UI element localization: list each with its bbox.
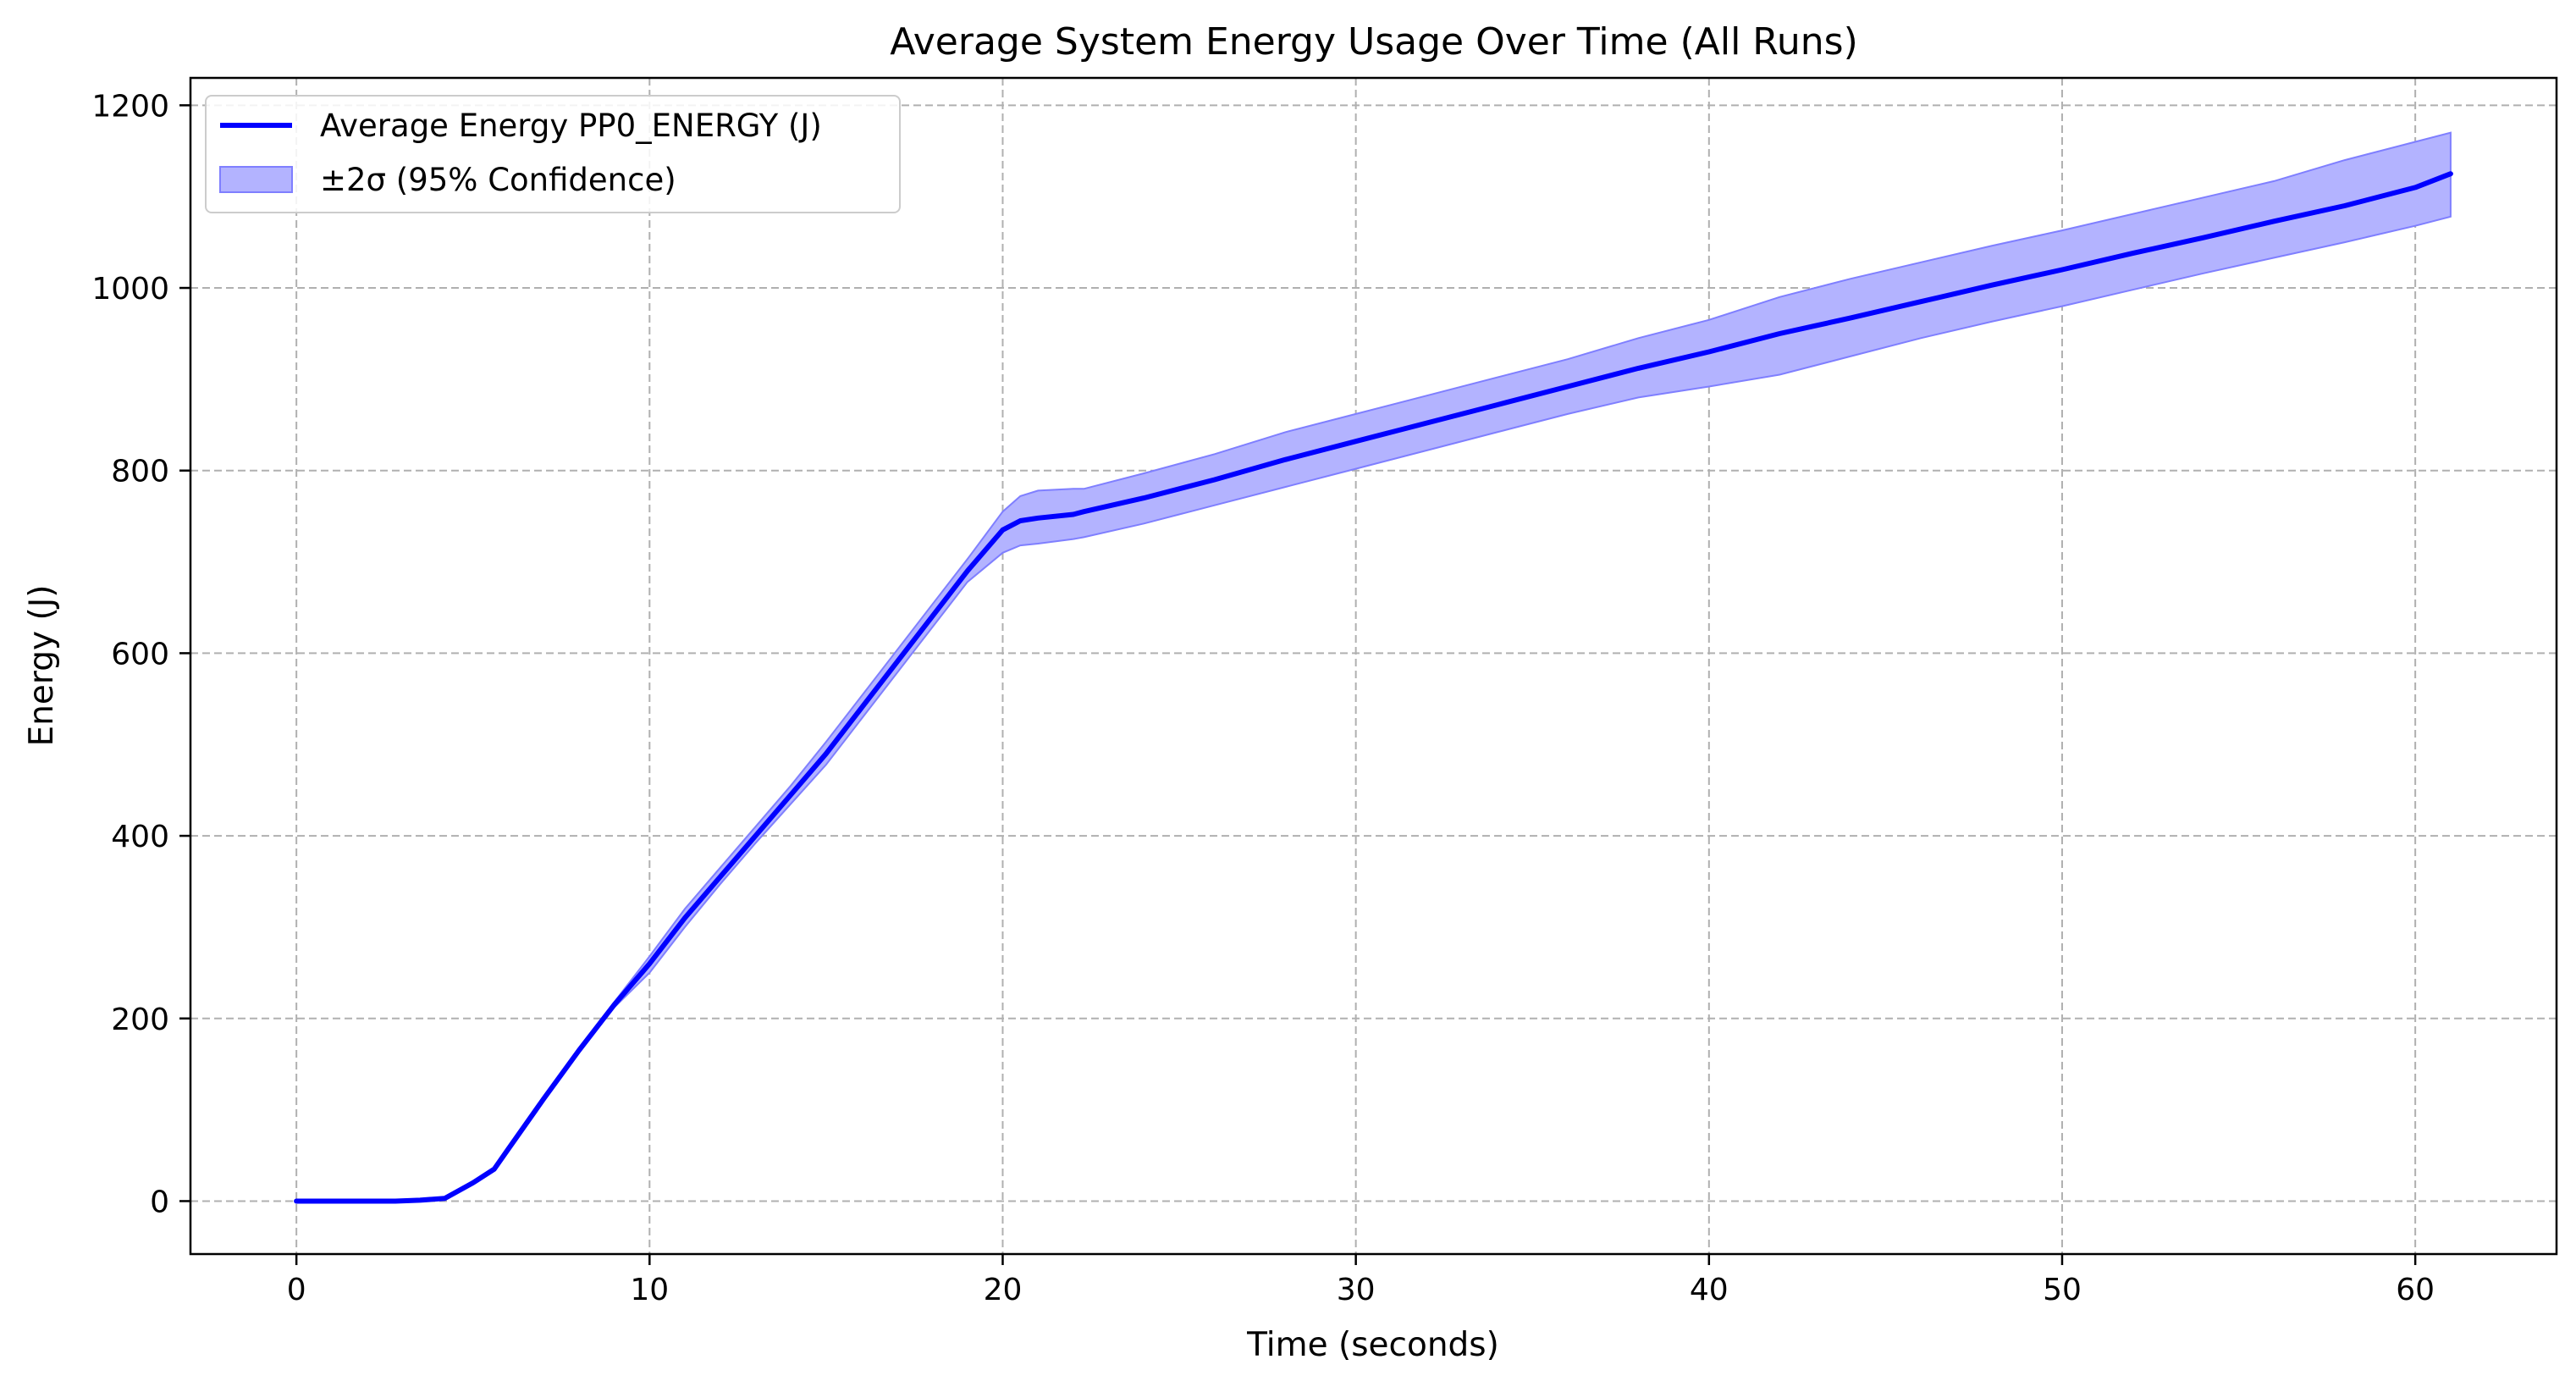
x-tick-label-0: 0 <box>287 1273 306 1307</box>
line-layer <box>294 171 2453 1204</box>
y-tick-label-6: 1200 <box>91 89 169 124</box>
plot-frame <box>189 76 2558 1256</box>
legend-box <box>205 95 901 213</box>
legend-line-label: Average Energy PP0_ENERGY (J) <box>320 108 822 144</box>
legend: Average Energy PP0_ENERGY (J) ±2σ (95% C… <box>205 95 901 213</box>
y-tick-label-1: 200 <box>111 1003 169 1037</box>
x-tick-label-6: 60 <box>2396 1273 2435 1307</box>
y-tick-label-5: 1000 <box>91 272 169 307</box>
x-tick-label-5: 50 <box>2043 1273 2082 1307</box>
y-tick-label-4: 800 <box>111 455 169 489</box>
y-axis-label: Energy (J) <box>23 585 61 747</box>
x-tick-label-2: 20 <box>984 1273 1023 1307</box>
x-axis-label: Time (seconds) <box>1246 1326 1499 1364</box>
x-tick-label-4: 40 <box>1690 1273 1729 1307</box>
x-tick-label-3: 30 <box>1337 1273 1376 1307</box>
y-tick-label-0: 0 <box>150 1185 169 1219</box>
legend-band-swatch <box>219 166 293 193</box>
x-tick-label-1: 10 <box>630 1273 669 1307</box>
average-energy-line <box>294 171 2453 1204</box>
legend-band-label: ±2σ (95% Confidence) <box>320 162 676 198</box>
y-tick-label-3: 600 <box>111 637 169 671</box>
chart-title: Average System Energy Usage Over Time (A… <box>890 20 1857 64</box>
y-tick-label-2: 400 <box>111 820 169 854</box>
